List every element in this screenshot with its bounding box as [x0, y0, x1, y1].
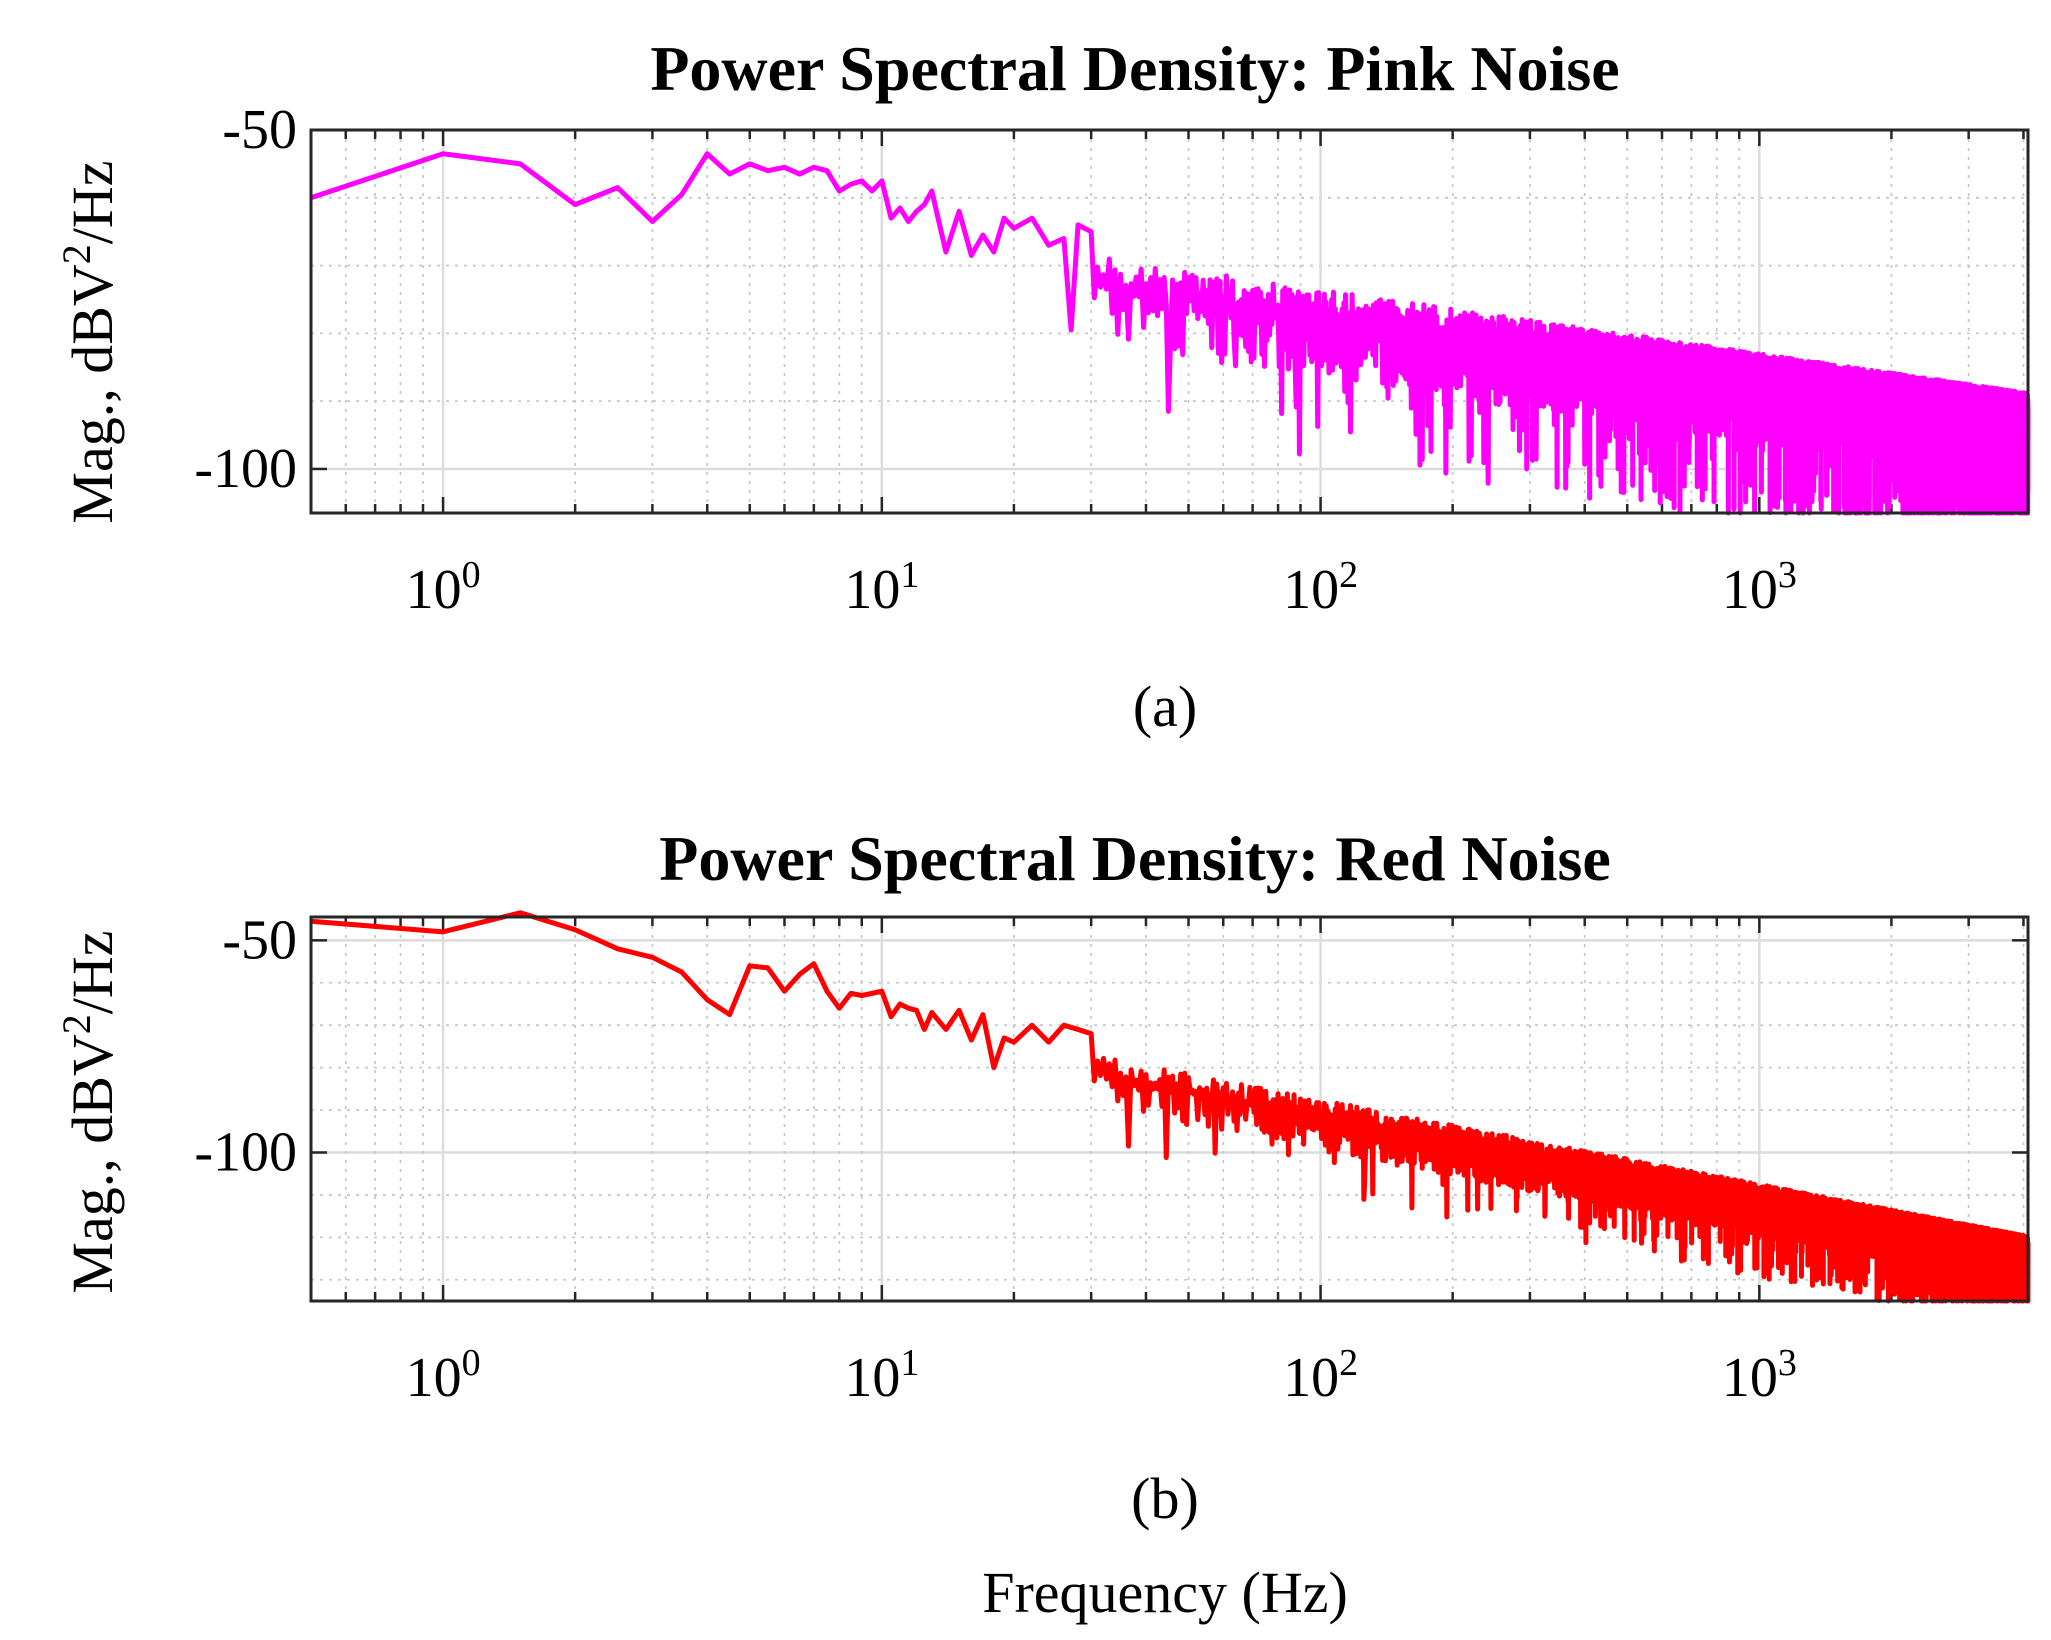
x-tick-exponent: 1: [900, 1342, 919, 1384]
y-axis-label: Mag., dBV2/Hz: [54, 160, 126, 523]
y-axis-label: Mag., dBV2/Hz: [54, 930, 126, 1293]
x-tick-exponent: 2: [1339, 554, 1358, 596]
y-axis-label-exponent: 2: [54, 244, 99, 264]
y-tick-label: -100: [194, 1121, 297, 1183]
chart-panel-pink-noise: Power Spectral Density: Pink Noise Mag.,…: [54, 33, 2031, 739]
x-tick-base: 10: [1722, 1347, 1778, 1409]
x-tick-label: 102: [1283, 554, 1358, 621]
series-line: [310, 151, 2031, 516]
subfigure-caption: (a): [1133, 674, 1197, 739]
plot-frame: [309, 128, 2030, 515]
y-tick-label: -50: [222, 909, 297, 971]
y-axis-label-prefix: Mag., dBV: [60, 264, 125, 524]
x-tick-label: 103: [1722, 554, 1797, 621]
x-tick-exponent: 0: [462, 554, 481, 596]
x-tick-label: 101: [844, 1342, 919, 1409]
subfigure-caption: (b): [1131, 1466, 1199, 1531]
x-tick-exponent: 3: [1778, 554, 1797, 596]
x-tick-exponent: 2: [1339, 1342, 1358, 1384]
plot-frame: [309, 915, 2030, 1303]
y-axis-label-exponent: 2: [54, 1014, 99, 1034]
y-axis-label-suffix: /Hz: [60, 930, 125, 1014]
x-tick-base: 10: [406, 1347, 462, 1409]
x-tick-exponent: 1: [900, 554, 919, 596]
series-line: [310, 910, 2031, 1304]
x-tick-base: 10: [844, 559, 900, 621]
chart-title: Power Spectral Density: Red Noise: [659, 823, 1611, 894]
y-tick-label: -100: [194, 438, 297, 500]
x-tick-exponent: 0: [462, 1342, 481, 1384]
x-tick-base: 10: [1722, 559, 1778, 621]
x-axis-label: Frequency (Hz): [982, 1560, 1348, 1625]
y-axis-label-suffix: /Hz: [60, 160, 125, 244]
x-tick-label: 102: [1283, 1342, 1358, 1409]
y-tick-label: -50: [222, 99, 297, 161]
y-axis-label-prefix: Mag., dBV: [60, 1034, 125, 1294]
chart-panel-red-noise: Power Spectral Density: Red Noise Mag., …: [54, 823, 2031, 1531]
x-tick-label: 100: [406, 554, 481, 621]
x-tick-base: 10: [844, 1347, 900, 1409]
x-tick-label: 100: [406, 1342, 481, 1409]
chart-title: Power Spectral Density: Pink Noise: [650, 33, 1619, 104]
x-tick-base: 10: [1283, 1347, 1339, 1409]
x-tick-base: 10: [1283, 559, 1339, 621]
x-tick-label: 103: [1722, 1342, 1797, 1409]
x-tick-exponent: 3: [1778, 1342, 1797, 1384]
x-tick-base: 10: [406, 559, 462, 621]
x-tick-label: 101: [844, 554, 919, 621]
